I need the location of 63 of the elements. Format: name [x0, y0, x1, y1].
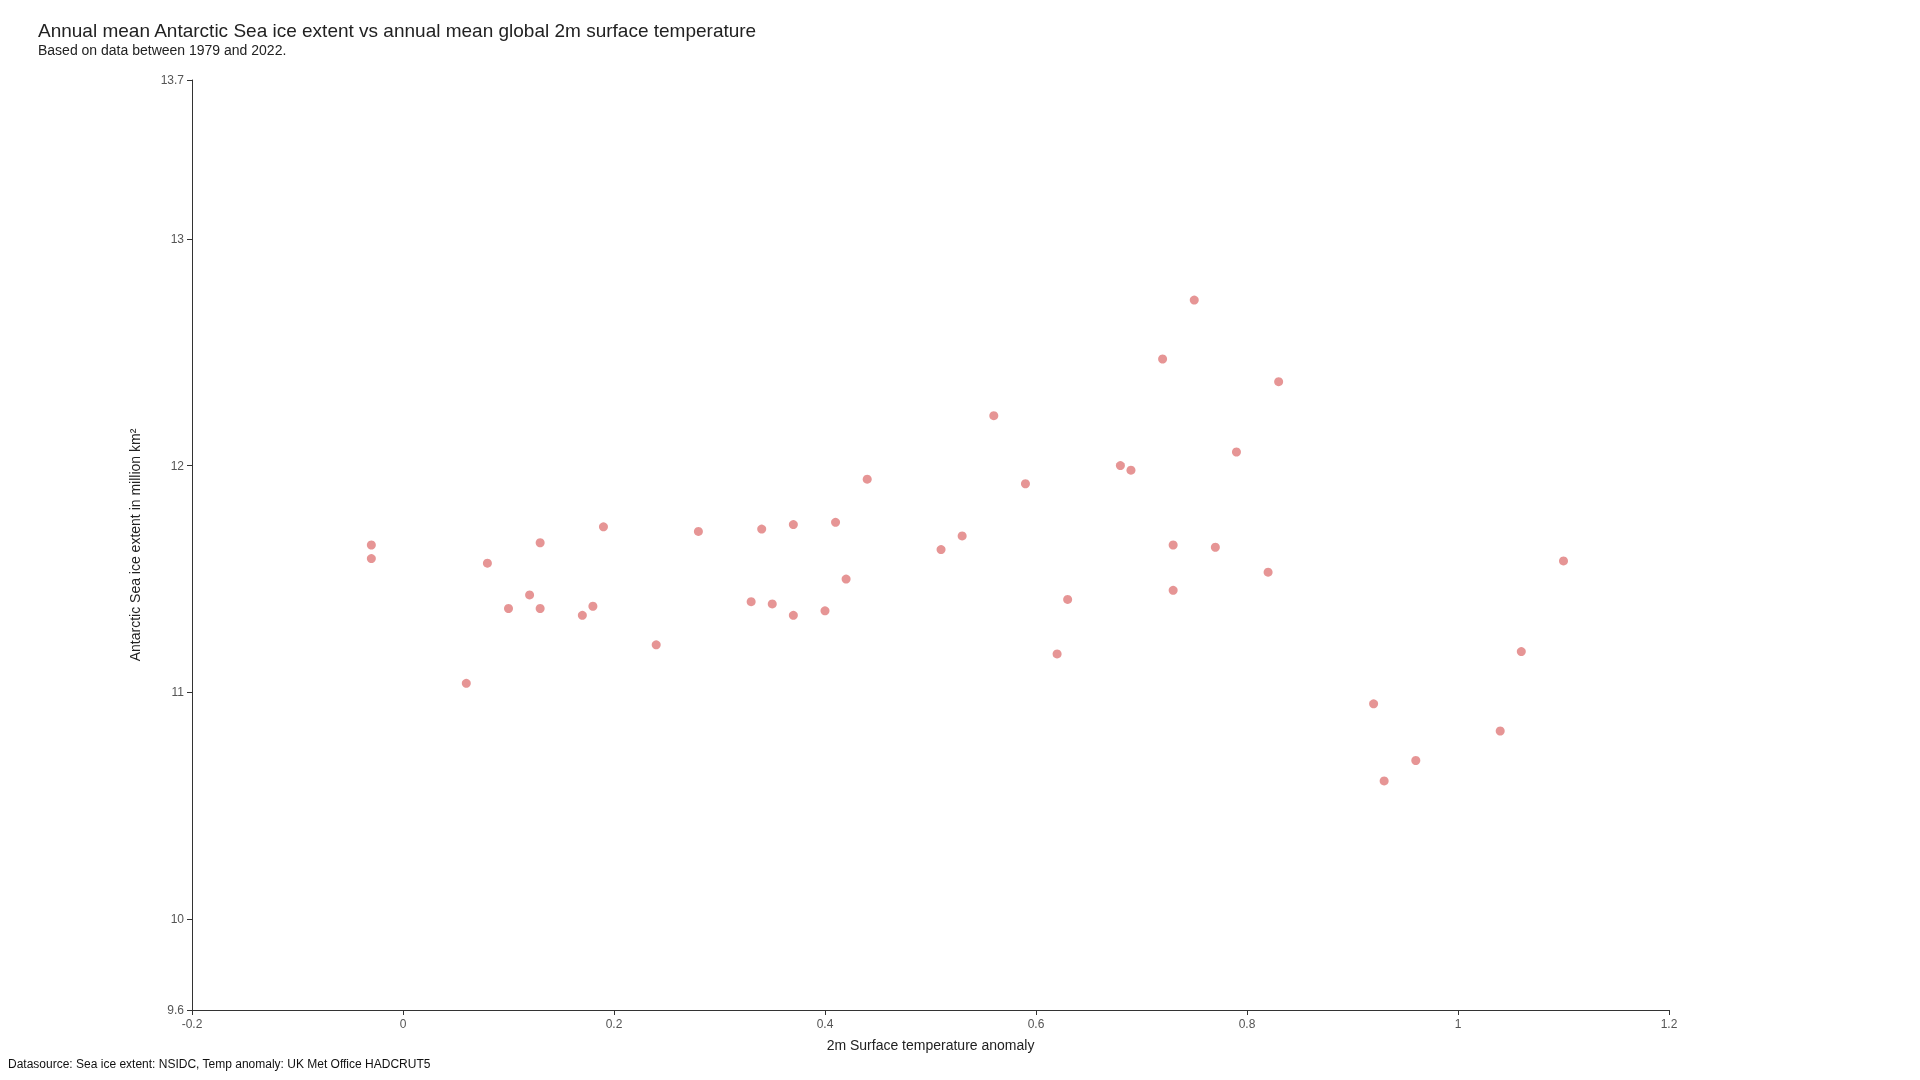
point: [936, 545, 946, 555]
point: [693, 526, 703, 536]
point: [598, 522, 608, 532]
x-tick-label: 0.2: [605, 1017, 623, 1031]
point: [1411, 755, 1421, 765]
point: [1379, 776, 1389, 786]
text: Datasource: Sea ice extent: NSIDC, Temp anomaly: UK Met Office HADCRUT5: [8, 1057, 431, 1071]
point: [366, 554, 376, 564]
point: [1210, 542, 1220, 552]
y-axis-title: Antarctic Sea ice extent in million km²: [127, 428, 143, 662]
point: [504, 604, 513, 614]
point: [577, 610, 587, 620]
point: [1369, 699, 1379, 709]
y-tick-label: 11: [171, 685, 185, 700]
point: [862, 474, 872, 484]
point: [767, 599, 777, 609]
point: [1063, 594, 1073, 604]
point: [989, 411, 999, 421]
point: [1115, 461, 1125, 471]
point: [1495, 726, 1505, 736]
y-tick-label: 12: [170, 458, 185, 473]
point: [757, 524, 767, 534]
point: [831, 517, 841, 527]
y-tick-label: 13: [170, 231, 185, 246]
point: [651, 640, 661, 650]
y-tick-label: 9.6: [167, 1003, 185, 1017]
point: [1168, 585, 1178, 595]
point: [1052, 649, 1062, 659]
point: [1263, 567, 1273, 577]
x-tick-label: 0: [399, 1017, 407, 1031]
point: [588, 601, 598, 611]
x-tick-label: 1: [1454, 1017, 1462, 1031]
point: [1274, 377, 1284, 387]
x-tick-label: 0.4: [816, 1017, 834, 1031]
point: [1126, 465, 1136, 475]
point: [535, 604, 545, 614]
point: [1189, 295, 1199, 305]
point: [461, 678, 471, 688]
point: [525, 590, 535, 600]
x-tick-label: 0.8: [1238, 1017, 1256, 1031]
point: [1559, 556, 1568, 566]
point: [841, 574, 851, 584]
x-tick-label: 1.2: [1660, 1017, 1678, 1031]
point: [788, 610, 798, 620]
point: [957, 531, 967, 541]
point: [820, 606, 830, 616]
y-tick-label: 13.7: [160, 73, 185, 87]
point: [535, 538, 545, 548]
point: [1020, 479, 1030, 489]
point: [366, 540, 376, 550]
x-tick-label: 0.6: [1027, 1017, 1045, 1031]
point: [1158, 354, 1168, 364]
x-tick-label: -0.2: [181, 1017, 203, 1031]
point: [788, 520, 798, 530]
y-tick-label: 10: [170, 912, 185, 927]
point: [746, 597, 756, 607]
point: [1168, 540, 1178, 550]
point: [1516, 647, 1526, 657]
x-axis-title: 2m Surface temperature anomaly: [826, 1037, 1035, 1053]
point: [482, 558, 492, 568]
chart-subtitle: Based on data between 1979 and 2022.: [38, 42, 287, 58]
chart-title: Annual mean Antarctic Sea ice extent vs annual mean global 2m surface temperature: [38, 20, 757, 41]
point: [1231, 447, 1241, 457]
